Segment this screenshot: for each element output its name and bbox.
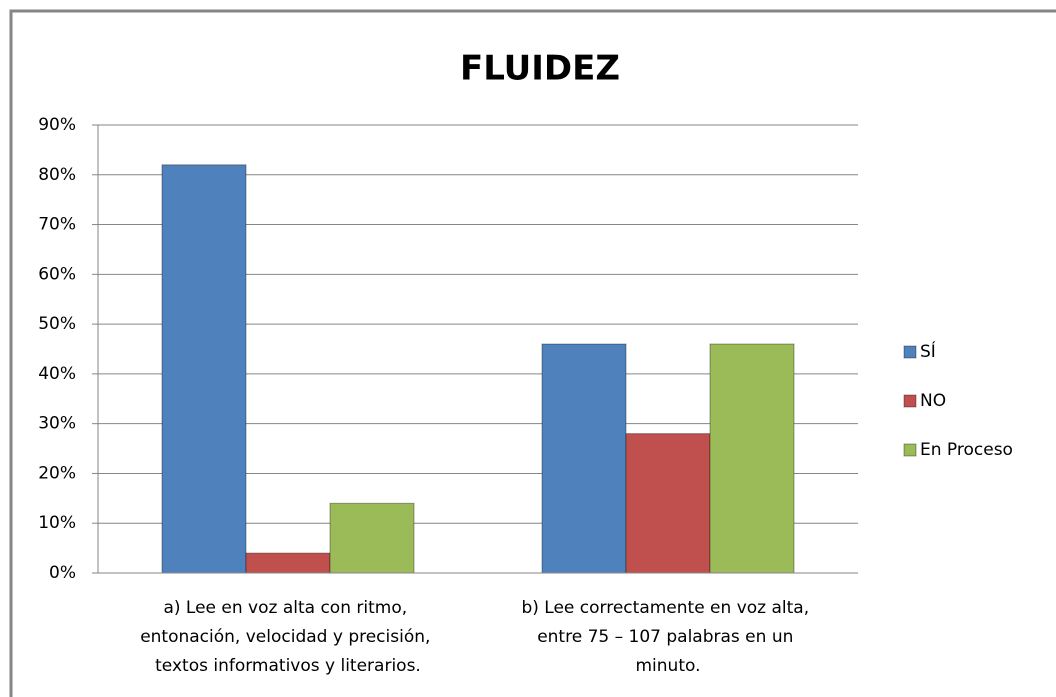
- y-tick-label: 0%: [49, 563, 76, 583]
- chart-title: FLUIDEZ: [460, 49, 620, 89]
- legend-label: En Proceso: [920, 440, 1013, 460]
- y-tick-label: 90%: [38, 115, 76, 135]
- legend-swatch: [903, 345, 917, 359]
- legend-label: SÍ: [920, 340, 936, 362]
- y-tick-label: 60%: [38, 264, 76, 284]
- legend-swatch: [903, 443, 917, 457]
- x-tick-label: b) Lee correctamente en voz alta, entre …: [521, 598, 814, 676]
- bar: [329, 502, 415, 574]
- y-tick-label: 80%: [38, 165, 76, 185]
- y-tick-label: 30%: [38, 414, 76, 434]
- legend-swatch: [903, 394, 917, 408]
- y-tick-label: 10%: [38, 513, 76, 533]
- bar: [161, 164, 247, 574]
- bar: [625, 433, 711, 574]
- bar: [709, 343, 795, 574]
- legend-label: NO: [920, 391, 946, 411]
- y-tick-label: 70%: [38, 215, 76, 235]
- x-tick-label: a) Lee en voz alta con ritmo, entonación…: [140, 598, 436, 676]
- bar: [245, 552, 331, 574]
- y-tick-label: 20%: [38, 463, 76, 483]
- y-tick-label: 50%: [38, 314, 76, 334]
- bar: [541, 343, 627, 574]
- y-tick-label: 40%: [38, 364, 76, 384]
